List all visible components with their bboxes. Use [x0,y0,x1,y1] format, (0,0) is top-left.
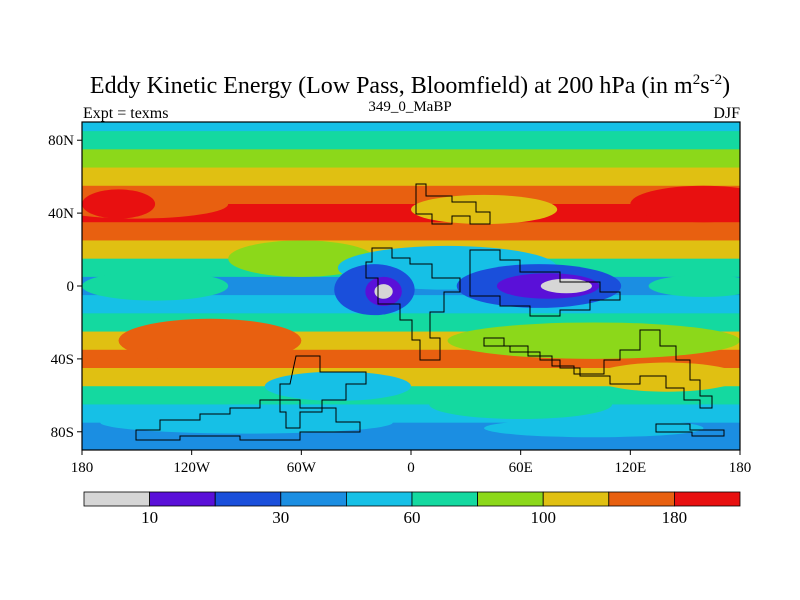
x-tick-label: 60E [509,460,533,476]
field-feature [411,194,558,225]
coastline-antarctica-east [655,423,725,437]
colorbar-swatch [214,491,282,507]
coastline-south-america [279,355,367,429]
y-tick-label: 40N [48,206,74,222]
field-band [82,131,740,150]
x-tick-label: 180 [71,460,94,476]
field-feature [484,419,704,438]
field-feature [648,275,740,297]
field-band [82,440,740,450]
plot-area [82,122,740,450]
colorbar-swatch [280,491,347,507]
colorbar-swatch [674,491,741,507]
field-feature [630,185,740,223]
field-feature [118,318,302,363]
field-feature [429,389,613,420]
coastline-australia [483,329,713,409]
colorbar-swatch [149,491,216,507]
x-tick-label: 120W [173,460,211,476]
colorbar-label: 10 [141,508,158,527]
colorbar-label: 180 [662,508,688,527]
x-tick-label: 120E [614,460,646,476]
colorbar-label: 60 [404,508,421,527]
field-band [82,222,740,241]
colorbar-swatch [411,491,478,507]
field-band [82,185,740,205]
field-feature [264,371,411,401]
subtitle: 349_0_MaBP [368,99,451,115]
y-tick-label: 80S [51,425,74,441]
x-axis: 180 120W 60W 0 60E 120E 180 [71,450,752,476]
field-feature [540,278,592,294]
y-tick-label: 0 [67,279,75,295]
x-tick-label: 0 [407,460,415,476]
coastlines [135,183,725,441]
field-band [82,368,740,387]
field-band [82,122,740,132]
field-band [82,149,740,169]
field-band [82,167,740,187]
left-label: Expt = texms [83,105,168,122]
field-feature [100,411,393,434]
colorbar-label: 30 [272,508,289,527]
coastline-asia [469,249,621,317]
field-feature [82,271,229,301]
colorbar-label: 100 [530,508,556,527]
colorbar: 10 30 60 100 180 [83,491,741,527]
field-feature [374,284,393,299]
colorbar-swatch [83,491,150,507]
field-feature [82,189,156,219]
field-feature [593,362,740,392]
right-label: DJF [713,105,740,122]
coastline-africa [365,247,461,361]
coastline-antarctica [135,399,361,441]
field-feature [447,322,740,359]
chart-title: Eddy Kinetic Energy (Low Pass, Bloomfiel… [90,72,730,99]
y-tick-label: 40S [51,352,74,368]
colorbar-swatch [477,491,544,507]
colorbar-swatch [542,491,610,507]
x-tick-label: 60W [287,460,317,476]
field-band [82,204,740,223]
y-tick-label: 80N [48,133,74,149]
x-tick-label: 180 [729,460,752,476]
colorbar-swatch [608,491,675,507]
colorbar-swatch [345,491,413,507]
y-axis: 80N 40N 0 40S 80S [48,133,82,441]
coastline-europe [415,183,491,225]
